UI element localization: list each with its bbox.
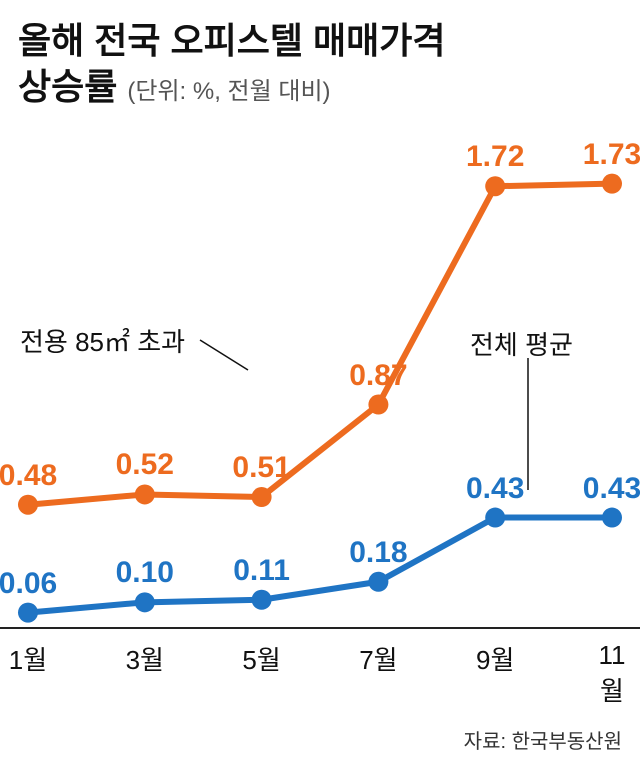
x-tick: 7월 [359, 640, 397, 677]
value-label: 0.48 [0, 459, 57, 493]
chart-subtitle: (단위: %, 전월 대비) [127, 78, 330, 105]
value-label: 0.52 [116, 448, 174, 482]
value-label: 0.06 [0, 567, 57, 601]
title-line2: 상승률 [18, 66, 117, 107]
value-label: 0.18 [349, 536, 407, 570]
value-label: 0.10 [116, 556, 174, 590]
value-label: 0.43 [583, 472, 640, 506]
line-chart-svg [0, 120, 640, 700]
value-label: 0.43 [466, 472, 524, 506]
value-label: 0.51 [232, 451, 290, 485]
value-label: 1.72 [466, 140, 524, 174]
x-tick: 1월 [9, 640, 47, 677]
x-tick: 3월 [126, 640, 164, 677]
series-label-avg: 전체 평균 [470, 325, 573, 362]
x-tick: 5월 [242, 640, 280, 677]
x-tick: 9월 [476, 640, 514, 677]
value-label: 0.87 [349, 359, 407, 393]
chart-area: 0.48 0.52 0.51 0.87 1.72 1.73 전용 85㎡ 초과 0.06 0.1… [0, 120, 640, 700]
value-label: 1.73 [583, 138, 640, 172]
x-tick: 11월 [598, 640, 626, 708]
series-label-over85: 전용 85㎡ 초과 [20, 322, 185, 359]
title-line1: 올해 전국 오피스텔 매매가격 [18, 20, 445, 61]
chart-title: 올해 전국 오피스텔 매매가격 상승률 (단위: %, 전월 대비) [18, 18, 445, 110]
source-label: 자료: 한국부동산원 [464, 725, 622, 754]
value-label: 0.11 [233, 554, 290, 588]
